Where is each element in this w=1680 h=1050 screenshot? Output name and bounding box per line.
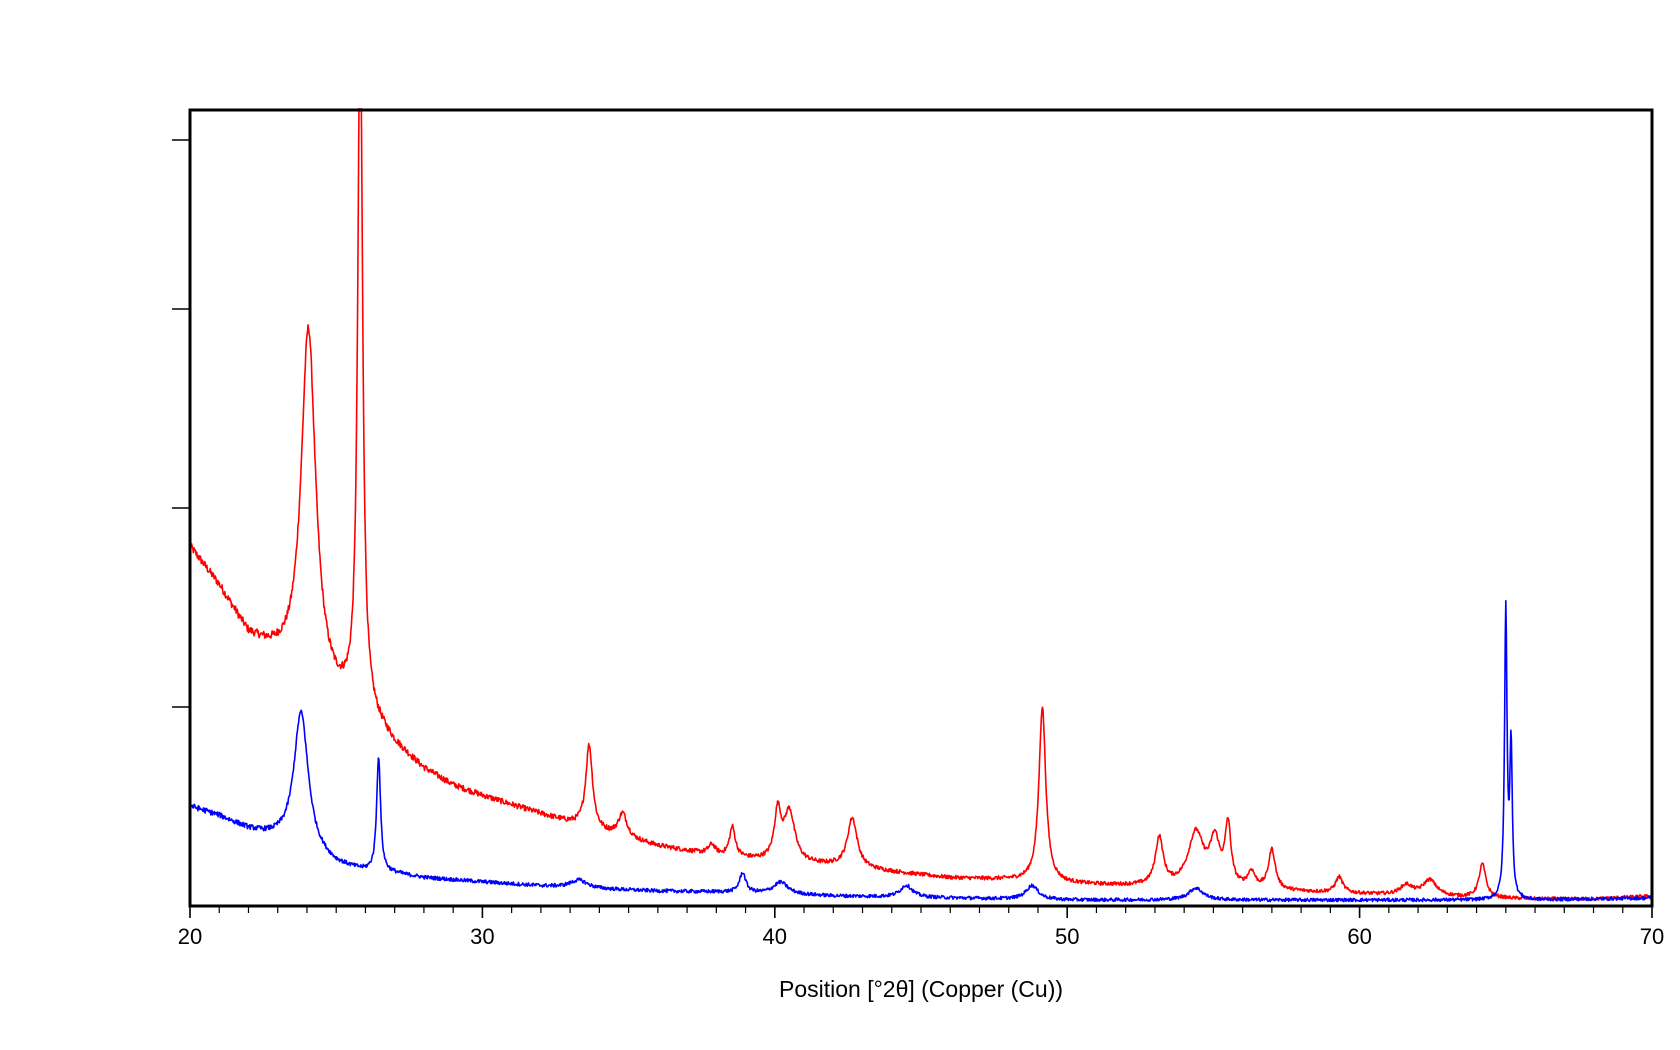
x-tick-label: 40 xyxy=(763,924,787,949)
x-tick-label: 30 xyxy=(470,924,494,949)
plot-frame xyxy=(188,108,1654,908)
series-line-blue xyxy=(190,600,1652,903)
plot-area xyxy=(190,108,1652,903)
series-line-red xyxy=(190,108,1652,902)
y-axis xyxy=(172,139,190,708)
x-tick-label: 70 xyxy=(1640,924,1664,949)
x-tick-label: 20 xyxy=(178,924,202,949)
x-tick-label: 60 xyxy=(1347,924,1371,949)
x-axis-title: Position [°2θ] (Copper (Cu)) xyxy=(779,976,1063,1002)
x-tick-label: 50 xyxy=(1055,924,1079,949)
x-axis: 20 30 40 50 60 70 xyxy=(178,906,1664,949)
